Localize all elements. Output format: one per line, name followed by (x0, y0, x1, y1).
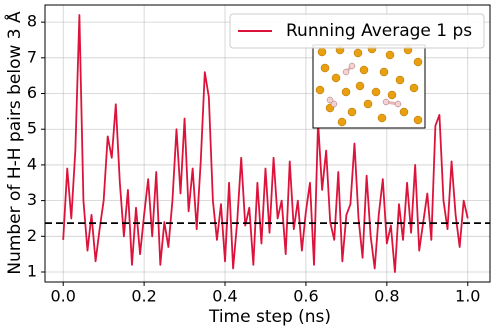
y-tick-label: 4 (27, 154, 37, 173)
x-tick-label: 0.8 (374, 287, 399, 306)
x-tick-label: 0.0 (50, 287, 75, 306)
y-axis-label: Number of H-H pairs below 3 Å (3, 11, 25, 275)
y-tick-label: 2 (27, 226, 37, 245)
legend-label: Running Average 1 ps (286, 21, 472, 41)
y-tick-label: 5 (27, 119, 37, 138)
y-tick-label: 6 (27, 83, 37, 102)
legend-frame (229, 13, 485, 49)
legend: Running Average 1 ps (229, 13, 485, 49)
x-tick-label: 0.2 (131, 287, 156, 306)
x-axis-label: Time step (ns) (208, 307, 331, 327)
data-line (62, 14, 469, 273)
inset-snapshot (312, 44, 426, 129)
plot-frame (44, 4, 491, 283)
y-tick-label: 8 (27, 12, 37, 31)
x-tick-label: 0.4 (212, 287, 237, 306)
x-tick-label: 0.6 (293, 287, 318, 306)
y-tick-label: 3 (27, 190, 37, 209)
x-tick-label: 1.0 (455, 287, 480, 306)
y-tick-label: 1 (27, 262, 37, 281)
y-tick-label: 7 (27, 47, 37, 66)
